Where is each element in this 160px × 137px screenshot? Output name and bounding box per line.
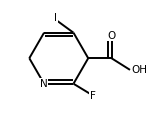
Text: F: F [90,91,96,101]
Text: O: O [107,31,116,41]
Text: OH: OH [131,65,147,75]
Text: N: N [40,79,48,89]
Text: I: I [54,13,57,23]
